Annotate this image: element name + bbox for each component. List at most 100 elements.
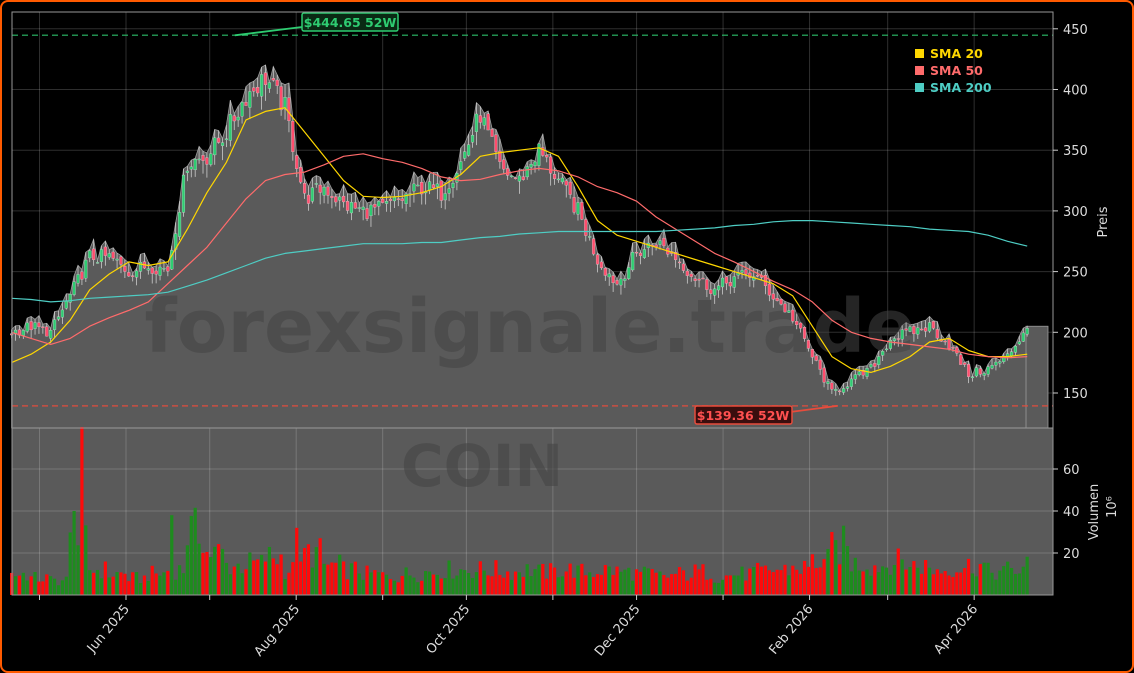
candle-body: [537, 143, 541, 166]
volume-bar: [982, 562, 986, 595]
volume-bar: [869, 575, 873, 595]
candle-body: [619, 278, 623, 286]
volume-bar: [623, 569, 627, 595]
volume-bar: [33, 572, 37, 595]
candle-body: [595, 254, 600, 265]
legend-sma50: SMA 50: [930, 63, 983, 78]
volume-bar: [373, 570, 377, 595]
volume-bar: [189, 515, 193, 595]
candle-body: [916, 327, 920, 335]
volume-bar: [814, 568, 818, 595]
candle-body: [955, 347, 959, 354]
candle-body: [478, 115, 482, 123]
candle-body: [853, 374, 857, 380]
volume-bar: [732, 575, 736, 595]
candle-body: [970, 376, 975, 378]
candle-body: [623, 278, 627, 281]
volume-bar: [177, 565, 182, 595]
candle-body: [951, 347, 955, 349]
volume-bar: [150, 565, 154, 595]
candle-body: [502, 159, 506, 170]
candle-body: [474, 113, 478, 132]
volume-bar: [834, 540, 838, 595]
volume-bar: [119, 572, 123, 595]
candle-body: [525, 166, 529, 178]
volume-bar: [463, 570, 467, 595]
x-tick-label: Apr 2026: [931, 602, 981, 657]
candle-body: [431, 184, 436, 188]
candle-body: [506, 168, 510, 176]
candle-body: [779, 299, 783, 305]
volume-bar: [541, 563, 545, 595]
volume-bar: [529, 576, 533, 595]
volume-bar: [1002, 566, 1006, 595]
volume-bar: [205, 551, 209, 595]
volume-bar: [810, 554, 814, 595]
volume-panel-bg: [12, 428, 1053, 595]
candle-body: [838, 390, 842, 393]
sma-line-sma50: [11, 153, 1028, 359]
candle-body: [37, 322, 41, 328]
volume-bar: [689, 577, 693, 595]
candle-body: [662, 237, 666, 247]
candle-body: [84, 259, 88, 279]
volume-bar: [588, 572, 592, 595]
volume-bar: [111, 576, 115, 595]
volume-bar: [494, 560, 498, 595]
volume-bar: [904, 569, 908, 595]
candle-body: [775, 298, 779, 301]
candle-body: [45, 326, 49, 337]
legend-swatch-sma50: [915, 66, 924, 75]
candle-body: [888, 340, 893, 349]
candle-body: [119, 256, 123, 265]
candle-body: [994, 361, 998, 366]
candle-body: [416, 184, 420, 187]
candle-body: [576, 202, 580, 215]
volume-tick-label: 20: [1063, 547, 1080, 562]
volume-bar: [404, 567, 408, 595]
candle-body: [115, 258, 119, 261]
volume-bar: [1025, 556, 1029, 595]
candle-body: [201, 155, 205, 161]
volume-bar: [552, 567, 557, 595]
candle-body: [439, 180, 443, 201]
volume-bar: [467, 573, 471, 595]
volume-bar: [787, 575, 791, 595]
volume-bar: [490, 576, 494, 595]
volume-bar: [955, 572, 959, 595]
volume-bar: [49, 576, 53, 595]
volume-bar: [45, 574, 49, 595]
candle-body: [658, 240, 662, 245]
candle-body: [685, 270, 689, 276]
volume-bar: [994, 579, 998, 595]
candle-body: [178, 212, 182, 237]
volume-bar: [631, 580, 635, 595]
candle-body: [279, 86, 283, 111]
candle-body: [361, 206, 365, 210]
candle-body: [517, 175, 521, 182]
candle-body: [877, 356, 881, 365]
volume-bar: [420, 580, 424, 595]
candle-body: [810, 349, 814, 358]
sma-line-sma20: [11, 107, 1028, 373]
volume-bar: [974, 576, 978, 595]
candle-body: [1017, 341, 1021, 345]
candle-body: [451, 182, 455, 188]
volume-bar: [170, 515, 174, 595]
volume-bar: [361, 579, 365, 595]
candle-body: [564, 180, 568, 186]
volume-bar: [76, 545, 80, 595]
candle-body: [213, 137, 217, 156]
x-tick-label: Feb 2026: [766, 602, 816, 658]
volume-bar: [95, 569, 100, 595]
candle-body: [107, 253, 111, 258]
volume-bar: [131, 572, 135, 595]
candle-body: [638, 252, 643, 256]
volume-bar: [88, 570, 92, 595]
candle-body: [193, 159, 197, 171]
candle-body: [822, 367, 826, 383]
volume-unit: 10⁶: [1105, 496, 1120, 518]
volume-bar: [310, 567, 314, 595]
volume-bar: [998, 570, 1002, 595]
